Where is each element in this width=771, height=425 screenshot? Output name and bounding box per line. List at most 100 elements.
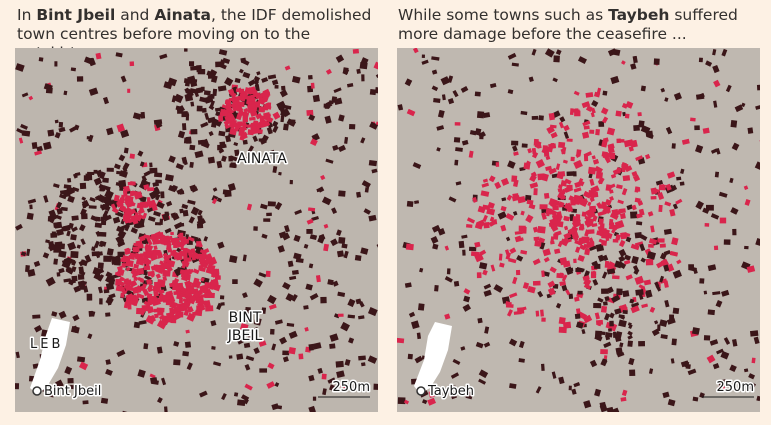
building (204, 95, 214, 104)
building (210, 320, 217, 327)
building (523, 162, 531, 170)
building (103, 96, 109, 105)
building (73, 325, 79, 333)
building (105, 274, 112, 283)
building (575, 308, 581, 315)
building (622, 175, 631, 182)
building (659, 275, 665, 283)
building (189, 144, 196, 151)
building (59, 189, 69, 195)
building (748, 382, 756, 391)
building (136, 293, 145, 300)
building (284, 224, 290, 233)
building (589, 129, 595, 134)
building (201, 107, 207, 113)
building (650, 225, 655, 233)
building (260, 120, 269, 128)
building (699, 278, 705, 284)
building (368, 160, 378, 167)
building (577, 56, 587, 64)
building (181, 261, 188, 269)
building (129, 61, 135, 67)
building (654, 281, 660, 288)
building (558, 376, 565, 385)
building (532, 280, 541, 286)
building (141, 175, 148, 182)
building (714, 171, 720, 178)
building (567, 227, 577, 236)
building (270, 328, 275, 335)
building (694, 144, 704, 154)
building (113, 163, 121, 170)
building (431, 85, 439, 92)
building (573, 258, 577, 264)
building (308, 263, 314, 269)
building (709, 339, 719, 346)
building (84, 254, 92, 263)
building (657, 324, 661, 331)
building (489, 82, 497, 89)
building (190, 185, 199, 193)
building (236, 112, 243, 121)
building (354, 254, 362, 261)
building (237, 338, 244, 345)
building (153, 308, 160, 313)
building (589, 178, 595, 186)
building (99, 298, 103, 305)
building (664, 201, 672, 207)
building (285, 293, 294, 302)
building (640, 85, 646, 92)
map-background (397, 48, 760, 412)
building (146, 237, 153, 246)
building (129, 153, 136, 159)
building (120, 75, 127, 83)
building (505, 303, 514, 308)
building (190, 289, 196, 295)
town-label: BINT (229, 310, 262, 326)
building (614, 220, 625, 230)
building (31, 142, 38, 150)
building (417, 303, 425, 311)
building (609, 196, 615, 201)
building (360, 137, 366, 144)
building (190, 65, 197, 71)
building (111, 207, 119, 214)
building (335, 54, 345, 63)
building (358, 355, 366, 361)
building (453, 137, 461, 143)
building (132, 246, 140, 253)
building (218, 148, 225, 154)
building (552, 233, 559, 240)
caption-text: Ainata (154, 6, 211, 24)
building (613, 331, 617, 338)
building (654, 320, 659, 325)
building (463, 295, 471, 303)
building (541, 270, 545, 278)
building (676, 259, 682, 265)
building (171, 95, 177, 103)
building (267, 362, 275, 370)
building (573, 382, 581, 388)
building (609, 189, 614, 194)
building (609, 152, 616, 160)
building (630, 211, 638, 219)
building (611, 294, 621, 303)
building (500, 224, 507, 232)
building (560, 193, 567, 200)
pin (416, 386, 426, 396)
building (67, 195, 75, 203)
building (98, 274, 105, 282)
pin-label: Bint Jbeil (44, 384, 101, 399)
building (105, 359, 111, 365)
building (729, 364, 737, 373)
building (267, 102, 272, 108)
building (638, 293, 644, 300)
building (669, 250, 679, 257)
building (341, 243, 348, 249)
building (721, 48, 728, 57)
building (183, 137, 192, 144)
building (574, 296, 580, 302)
building (157, 396, 163, 404)
building (242, 254, 247, 262)
building (27, 268, 36, 277)
